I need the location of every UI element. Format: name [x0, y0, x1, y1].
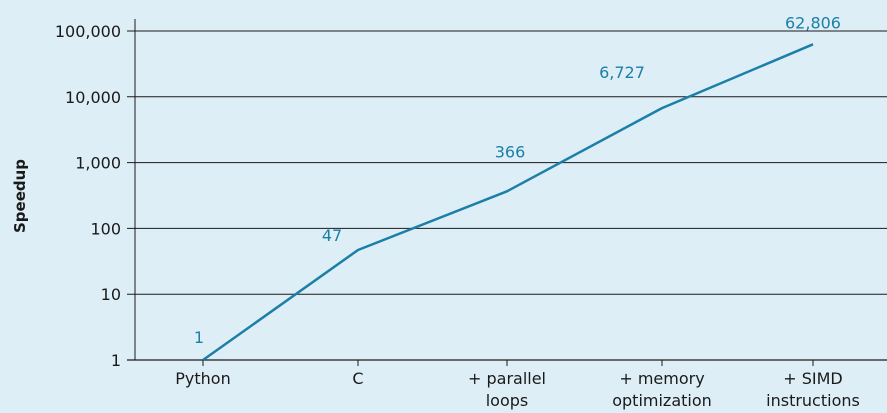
- y-tick-label: 10: [101, 285, 121, 304]
- y-tick-label: 10,000: [65, 88, 121, 107]
- data-label: 1: [194, 328, 204, 347]
- series-line: [202, 43, 814, 362]
- y-tick-label: 1: [111, 351, 121, 370]
- gridlines: [127, 19, 887, 366]
- data-label: 6,727: [599, 63, 645, 82]
- series-speedup: [202, 43, 814, 362]
- data-label: 366: [495, 142, 526, 161]
- x-category-label: C: [352, 369, 363, 388]
- x-category-label: + SIMD instructions: [766, 369, 860, 410]
- x-category-label: + parallel loops: [468, 369, 546, 410]
- x-category-label: + memory optimization: [612, 369, 712, 410]
- y-axis-label: Speedup: [11, 159, 29, 233]
- data-label: 62,806: [785, 13, 841, 32]
- x-category-label: Python: [175, 369, 230, 388]
- data-labels: 1 47 366 6,727 62,806: [194, 13, 841, 347]
- y-tick-label: 100: [90, 219, 121, 238]
- y-tick-label: 100,000: [55, 22, 121, 41]
- y-tick-label: 1,000: [75, 154, 121, 173]
- data-label: 47: [322, 226, 342, 245]
- y-tick-labels: 1 10 100 1,000 10,000 100,000: [55, 22, 121, 370]
- x-category-labels: Python C + parallel loops + memory optimizati…: [175, 369, 860, 410]
